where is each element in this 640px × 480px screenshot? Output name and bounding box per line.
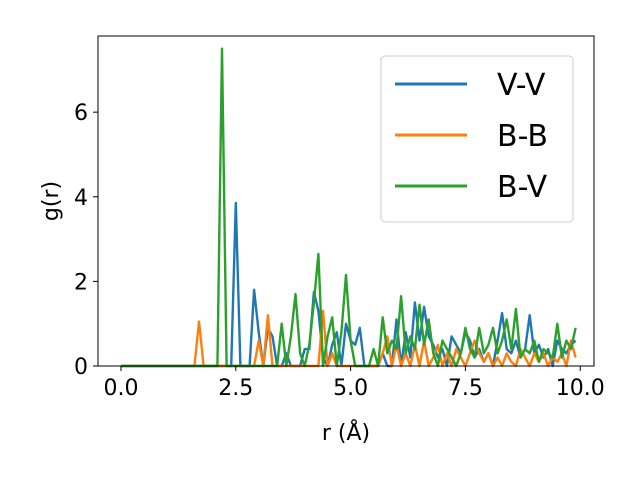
series-line-v-v bbox=[121, 201, 577, 368]
x-tick-label: 2.5 bbox=[218, 376, 253, 401]
x-axis-label: r (Å) bbox=[322, 419, 370, 446]
y-tick-label: 2 bbox=[74, 270, 88, 295]
legend-label-v-v: V-V bbox=[497, 68, 546, 103]
y-axis-ticks: 0 2 4 6 bbox=[74, 101, 98, 380]
y-tick-label: 0 bbox=[74, 355, 88, 380]
x-tick-label: 0.0 bbox=[103, 376, 138, 401]
x-axis-ticks: 0.0 2.5 5.0 7.5 10.0 bbox=[103, 366, 605, 401]
legend-label-b-b: B-B bbox=[497, 119, 548, 154]
legend-box bbox=[380, 55, 574, 223]
y-axis-label: g(r) bbox=[39, 181, 64, 221]
legend-label-b-v: B-V bbox=[497, 170, 548, 205]
y-tick-label: 4 bbox=[74, 186, 88, 211]
legend: V-V B-B B-V bbox=[380, 55, 574, 223]
x-tick-label: 5.0 bbox=[333, 376, 368, 401]
plot-frame bbox=[97, 35, 595, 367]
series-line-b-v bbox=[121, 47, 577, 368]
x-tick-label: 10.0 bbox=[556, 376, 605, 401]
x-tick-label: 7.5 bbox=[448, 376, 483, 401]
y-tick-label: 6 bbox=[74, 101, 88, 126]
